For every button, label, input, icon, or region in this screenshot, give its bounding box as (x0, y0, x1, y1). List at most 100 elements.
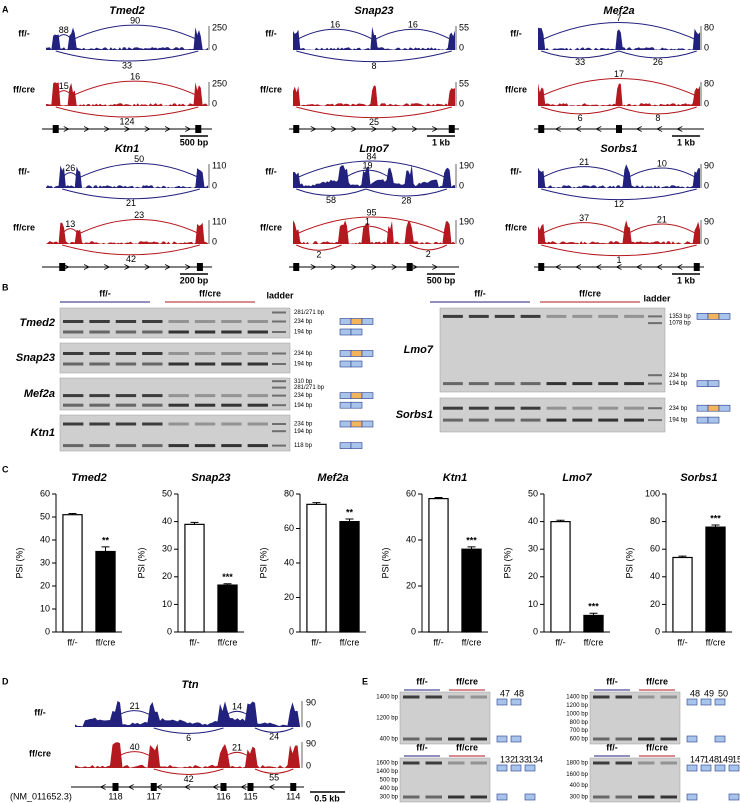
strand-arrow (212, 784, 219, 790)
junction-arc (618, 106, 697, 115)
gel-band (470, 737, 487, 741)
gel-band (598, 382, 619, 386)
strand-arrow (144, 264, 151, 270)
track-max: 190 (459, 216, 474, 226)
y-axis-label: PSI (%) (502, 547, 512, 578)
junction-count: 6 (186, 733, 191, 743)
exon-icon (707, 404, 720, 412)
junction-arc (78, 163, 201, 179)
bar (306, 503, 327, 633)
gel-band (63, 362, 84, 366)
y-tick-label: 10 (528, 599, 538, 609)
junction-arc (541, 78, 697, 97)
junction-count: 58 (326, 195, 336, 205)
junction-arc (254, 768, 294, 774)
exon-icon (350, 392, 363, 399)
exon-icon (524, 764, 536, 772)
junction-count: 2 (316, 250, 321, 260)
junction-arc (541, 22, 697, 41)
gel-band (425, 761, 442, 765)
x-tick-label: ff/- (677, 637, 687, 647)
exon (59, 263, 66, 271)
size-label: 194 bp (294, 330, 313, 336)
exon-number: 149 (718, 754, 733, 764)
gel-band (194, 330, 216, 334)
gel (399, 757, 491, 803)
track-max: 90 (306, 697, 316, 707)
coverage-track (293, 26, 455, 50)
gel-band (448, 795, 465, 799)
junction-count: 13 (65, 219, 75, 229)
y-tick-label: 20 (284, 592, 294, 602)
exon-icon (361, 318, 374, 325)
chart-title: Lmo7 (562, 472, 592, 484)
strand-arrow (635, 264, 642, 270)
junction-count: 55 (269, 773, 279, 783)
junction-arc (296, 106, 452, 119)
exon-icon (686, 698, 698, 706)
gel-band (142, 330, 163, 334)
y-tick-label: 40 (162, 516, 172, 526)
gel-band (593, 695, 610, 699)
junction-arc (296, 50, 452, 63)
gel-band (115, 422, 137, 426)
gel-band (615, 761, 632, 765)
strand-arrow (635, 126, 642, 132)
strand-arrow (371, 126, 378, 132)
exon-icon (350, 328, 363, 336)
gel-band (443, 314, 463, 318)
exon (290, 783, 297, 791)
size-label: 300 bp (380, 795, 399, 801)
exon-icon (361, 420, 374, 428)
gel (439, 397, 666, 433)
gel-band (546, 382, 567, 386)
gel-band (443, 406, 463, 410)
y-tick-label: 50 (40, 511, 50, 521)
junction-arc (373, 28, 453, 41)
exon-number: 116 (216, 791, 230, 801)
error-bar (589, 612, 598, 616)
gel-band (425, 695, 442, 699)
error-bar (711, 524, 720, 528)
panel-label: E (362, 676, 368, 686)
size-label: 1353 bp (669, 314, 691, 320)
exon (293, 125, 300, 133)
junction-arc (541, 166, 628, 179)
x-tick-label: ff/- (311, 637, 321, 647)
exon-icon (339, 318, 352, 325)
junction-arc (223, 710, 251, 718)
gel-band (593, 795, 610, 799)
row-label: ff/- (265, 28, 277, 38)
size-label: 194 bp (294, 403, 313, 409)
junction-arc (344, 225, 391, 235)
gel-band (221, 394, 242, 398)
strand-arrow (124, 126, 131, 132)
gel-band (168, 444, 189, 448)
y-tick-label: 20 (528, 571, 538, 581)
gel-band (638, 737, 655, 741)
junction-count: 33 (575, 57, 585, 67)
exon-icon (718, 313, 731, 320)
junction-arc (541, 222, 628, 235)
gel-band (247, 330, 268, 334)
strand-arrow (676, 126, 683, 132)
y-axis-label: PSI (%) (14, 547, 24, 578)
gel-band (470, 695, 487, 699)
chart-title: Mef2a (317, 472, 348, 484)
y-tick-label: 30 (162, 544, 172, 554)
row-label: ff/- (18, 28, 30, 38)
row-label: ff/cre (29, 748, 51, 758)
ladder-band (272, 386, 286, 389)
size-label: 1200 bp (376, 716, 398, 722)
gel-band (142, 444, 163, 448)
gene-label: Tmed2 (20, 317, 55, 329)
gel-band (660, 761, 677, 765)
ladder-band (648, 419, 662, 422)
bar (583, 614, 604, 633)
gel-band (638, 795, 655, 799)
scale-label: 200 bp (180, 275, 209, 285)
exon-icon (339, 401, 352, 409)
gel-band (520, 406, 541, 410)
track-max: 250 (212, 22, 227, 32)
x-tick-label: ff/cre (218, 637, 238, 647)
